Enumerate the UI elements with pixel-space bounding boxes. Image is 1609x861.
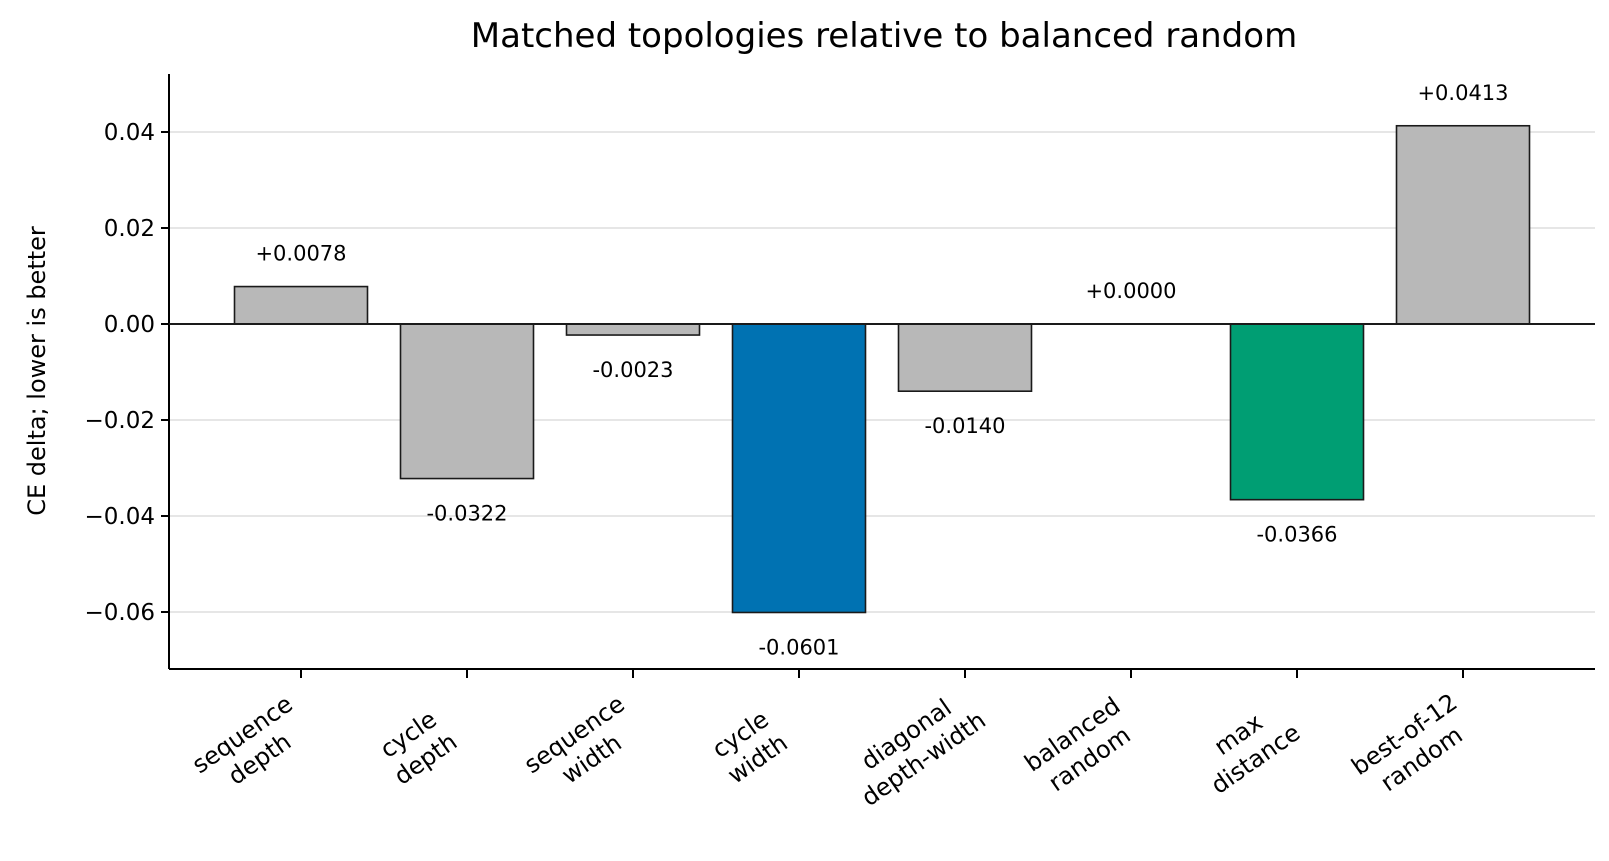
x-tick-label: sequencewidth xyxy=(519,690,647,804)
x-tick-label: balancedrandom xyxy=(1019,692,1142,802)
x-tick-label: diagonaldepth-width xyxy=(839,681,991,811)
bar xyxy=(731,323,867,614)
bar-value-label: -0.0023 xyxy=(592,358,673,382)
bar xyxy=(399,323,535,480)
y-tick-label: 0.00 xyxy=(104,312,155,338)
bar xyxy=(565,323,701,336)
x-tick-label: maxdistance xyxy=(1189,694,1306,800)
bar-value-label: -0.0366 xyxy=(1256,523,1337,547)
bar-value-label: +0.0000 xyxy=(1085,279,1176,303)
bar xyxy=(1229,323,1365,501)
bar-value-label: -0.0322 xyxy=(426,502,507,526)
axes-layer xyxy=(161,74,1595,678)
x-tick-label: sequencedepth xyxy=(187,690,315,804)
grid-layer xyxy=(169,131,1595,613)
x-tick-label: best-of-12random xyxy=(1346,688,1479,806)
bar-value-label: +0.0078 xyxy=(255,242,346,266)
y-tick-label: −0.04 xyxy=(85,504,155,530)
bar-value-label: +0.0413 xyxy=(1417,81,1508,105)
x-tick-label: cyclewidth xyxy=(705,704,792,789)
y-tick-label: −0.02 xyxy=(85,408,155,434)
y-tick-label: 0.04 xyxy=(104,120,155,146)
bar xyxy=(1395,124,1531,325)
bar xyxy=(233,285,369,325)
bars-layer xyxy=(233,124,1531,614)
bar-value-label: -0.0601 xyxy=(758,635,839,659)
y-tick-label: 0.02 xyxy=(104,216,155,242)
x-tick-label: cycledepth xyxy=(372,703,462,791)
chart-title: Matched topologies relative to balanced … xyxy=(471,16,1297,56)
y-tick-label: −0.06 xyxy=(85,600,155,626)
y-axis-label: CE delta; lower is better xyxy=(23,226,51,516)
bar xyxy=(897,323,1033,392)
bar-value-label: -0.0140 xyxy=(924,414,1005,438)
